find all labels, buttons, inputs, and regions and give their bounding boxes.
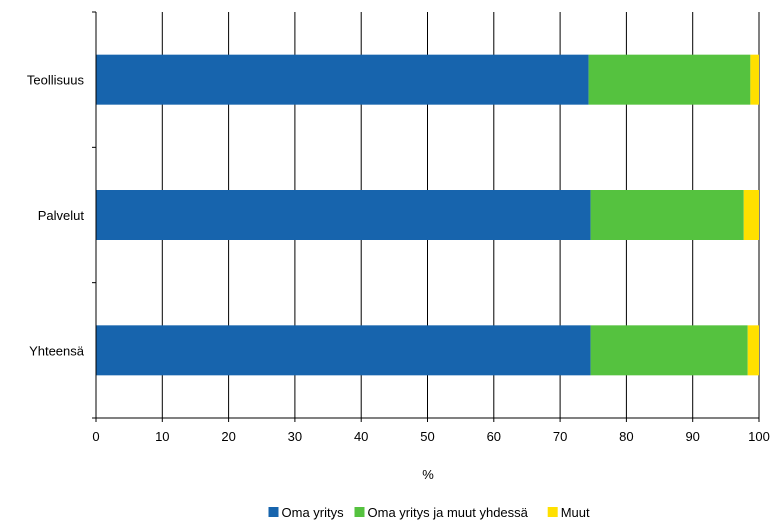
x-tick-label: 0 [92, 429, 99, 444]
bar-segment [590, 190, 744, 240]
bar-segment [750, 54, 759, 105]
x-tick-label: 20 [221, 429, 235, 444]
axes [92, 11, 760, 422]
x-tick-label: 30 [288, 429, 302, 444]
labels: 0 10 20 30 40 50 60 70 80 90 100 Teollisuus Palvelut… [27, 73, 770, 444]
bar-segment [96, 190, 591, 240]
x-tick-label: 60 [487, 429, 501, 444]
legend-label: Oma yritys ja muut yhdessä [368, 505, 529, 520]
legend-label: Oma yritys [282, 505, 345, 520]
bar-segment [747, 325, 759, 376]
bar-segment [743, 190, 759, 240]
category-label: Teollisuus [27, 73, 85, 88]
x-tick-label: 50 [420, 429, 434, 444]
legend: Oma yritys Oma yritys ja muut yhdessä Muut [268, 505, 590, 520]
x-tick-label: 10 [155, 429, 169, 444]
bar-segment [96, 325, 591, 376]
x-tick-label: 90 [685, 429, 699, 444]
x-tick-label: 80 [619, 429, 633, 444]
category-label: Palvelut [38, 208, 85, 223]
x-tick-label: 100 [748, 429, 770, 444]
bars [96, 54, 759, 376]
bar-segment [96, 54, 589, 105]
legend-swatch [547, 507, 558, 517]
legend-label: Muut [561, 505, 590, 520]
x-tick-label: 70 [553, 429, 567, 444]
bar-segment [588, 54, 751, 105]
category-label: Yhteensä [29, 343, 85, 358]
legend-swatch [268, 507, 279, 517]
x-axis-title: % [422, 467, 434, 482]
x-tick-label: 40 [354, 429, 368, 444]
legend-swatch [354, 507, 365, 517]
bar-segment [590, 325, 748, 376]
